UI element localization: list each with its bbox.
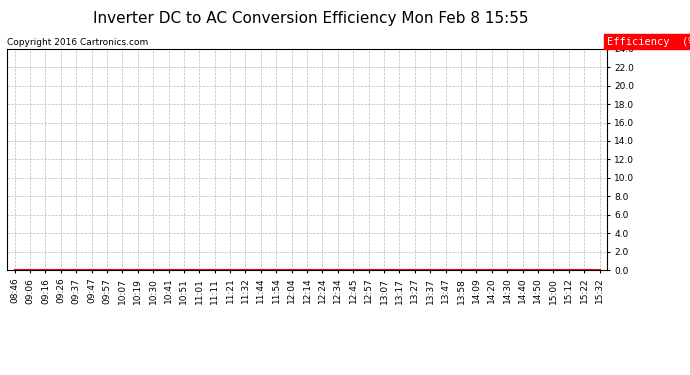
Text: Efficiency  (%): Efficiency (%) <box>607 36 690 46</box>
Text: Copyright 2016 Cartronics.com: Copyright 2016 Cartronics.com <box>7 38 148 46</box>
Text: Inverter DC to AC Conversion Efficiency Mon Feb 8 15:55: Inverter DC to AC Conversion Efficiency … <box>92 11 529 26</box>
